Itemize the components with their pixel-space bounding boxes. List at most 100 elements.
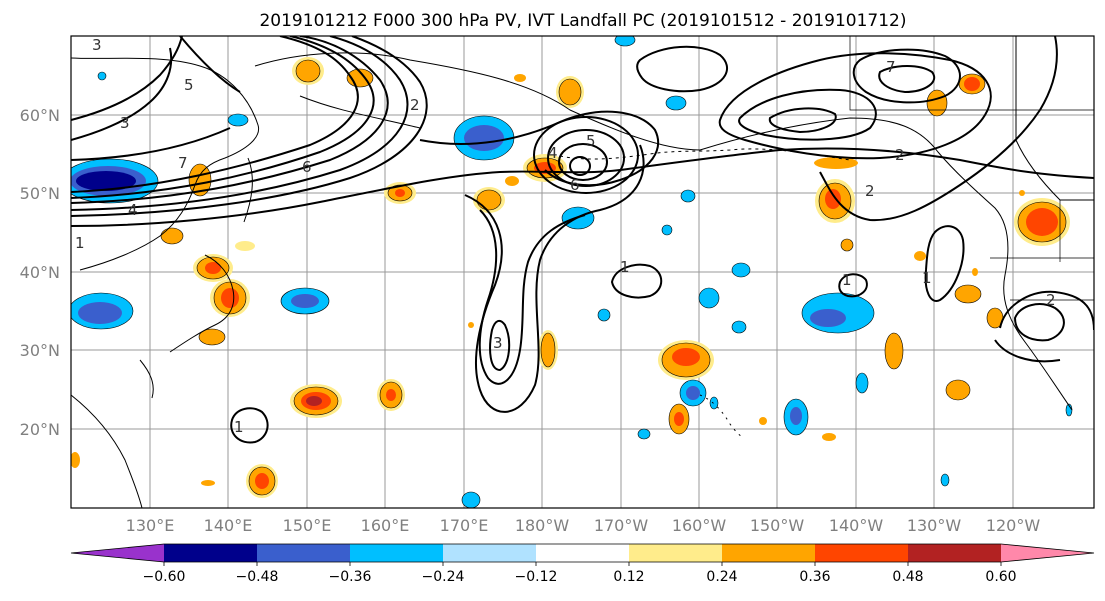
contour-label: 3 (493, 334, 503, 352)
shade-patch (884, 332, 904, 370)
pv-contour-line (71, 127, 231, 161)
colorbar-tick-label: 0.60 (985, 569, 1016, 585)
colorbar-segment (815, 544, 909, 562)
chukotka-coastline (299, 95, 421, 129)
shade-patch (614, 36, 636, 47)
shade-patch (235, 241, 255, 251)
colorbar-tick-label: −0.48 (236, 569, 279, 585)
pv-contour-line (464, 144, 645, 413)
korea-coastline (139, 359, 154, 399)
lon-label: 160°W (672, 516, 727, 535)
lon-label: 140°E (204, 516, 253, 535)
shade-patch (468, 322, 474, 328)
shade-patch (255, 473, 269, 489)
shade-patch (395, 189, 405, 197)
canada-border (1015, 36, 1094, 201)
shade-patch (76, 171, 136, 191)
shade-patch (97, 71, 107, 81)
colorbar-segment (722, 544, 816, 562)
shade-patch (637, 428, 651, 440)
hawaii-islands (699, 394, 745, 439)
shade-patch (855, 372, 869, 394)
pv-contour-line (547, 129, 625, 187)
shade-patch (926, 89, 948, 117)
shade-patch (680, 189, 696, 203)
shade-patch (940, 473, 950, 487)
contour-label: 4 (548, 144, 558, 162)
colorbar-tick-label: −0.12 (515, 569, 558, 585)
shade-patch (188, 163, 212, 197)
shade-patch (731, 320, 747, 334)
pv-contour-line (71, 36, 389, 204)
colorbar-extend-max (1001, 544, 1094, 562)
shade-patch (205, 262, 221, 274)
pv-contour-line (738, 88, 877, 141)
shade-patch (964, 77, 980, 91)
colorbar-segment (629, 544, 723, 562)
contour-label: 1 (842, 271, 852, 289)
lon-label: 160°E (361, 516, 410, 535)
colorbar-extend-min (71, 544, 164, 562)
pv-contour-line (71, 47, 173, 141)
map-title: 2019101212 F000 300 hPa PV, IVT Landfall… (259, 11, 906, 31)
shade-patch (514, 74, 526, 82)
contour-label: 6 (302, 158, 312, 176)
contour-label: 2 (865, 182, 875, 200)
colorbar-tick-label: 0.36 (799, 569, 830, 585)
colorbar-tick-label: −0.60 (143, 569, 186, 585)
shade-patch (759, 417, 767, 425)
pv-contour-line (878, 65, 935, 94)
pv-contour-line (819, 36, 1058, 222)
contour-label: 1 (234, 418, 244, 436)
pv-contour-line (533, 116, 639, 194)
lon-label: 120°W (986, 516, 1041, 535)
pv-contour-line (610, 263, 663, 299)
pv-contour-line (179, 36, 241, 93)
pv-contour-line (924, 225, 965, 302)
shade-patch (825, 189, 841, 209)
shade-patch (201, 480, 215, 486)
colorbar-tick-label: 0.48 (892, 569, 923, 585)
china-coastline (71, 394, 143, 508)
colorbar-segment (164, 544, 258, 562)
lon-label: 130°W (907, 516, 962, 535)
shade-patch (686, 386, 700, 400)
colorbar-segment (536, 544, 630, 562)
lon-label: 170°E (440, 516, 489, 535)
shade-patch (505, 176, 519, 186)
pv-contour-line (489, 319, 511, 372)
lon-label: 180°W (515, 516, 570, 535)
shade-patch (674, 412, 684, 426)
lon-label: 150°W (750, 516, 805, 535)
colorbar-tick-label: −0.24 (422, 569, 465, 585)
japan-coastline (169, 254, 235, 353)
contour-label: 2 (1046, 291, 1056, 309)
pv-contour-line (852, 48, 961, 104)
shade-patch (461, 491, 481, 508)
pv-contour-line (230, 407, 269, 444)
pv-contour-line (636, 45, 729, 93)
pv-contour-line (718, 52, 992, 160)
contour-label: 7 (886, 58, 896, 76)
shade-patch (295, 59, 321, 83)
shade-patch (291, 294, 319, 308)
lon-label: 140°W (829, 516, 884, 535)
shade-patch (731, 262, 751, 278)
contour-label: 7 (178, 154, 188, 172)
colorbar-tick-label: 0.12 (613, 569, 644, 585)
map-panel: 7 6 5 4 3 2 1 7 6 5 3 2 1 1 2 1 1 2 3 4 (70, 35, 1095, 509)
colorbar-segment (257, 544, 351, 562)
shade-patch (558, 78, 582, 106)
map-frame (70, 35, 1095, 509)
shade-patch (709, 396, 719, 410)
shade-patch (540, 332, 556, 368)
shade-patch (698, 287, 720, 309)
pv-contour-line (478, 209, 586, 385)
shade-patch (221, 288, 239, 308)
pv-contour-line (768, 107, 837, 134)
lat-label: 40°N (20, 263, 60, 282)
alaska-canada-border (849, 36, 1094, 111)
pv-contour-line (569, 156, 591, 176)
asia-coastline (71, 57, 260, 271)
